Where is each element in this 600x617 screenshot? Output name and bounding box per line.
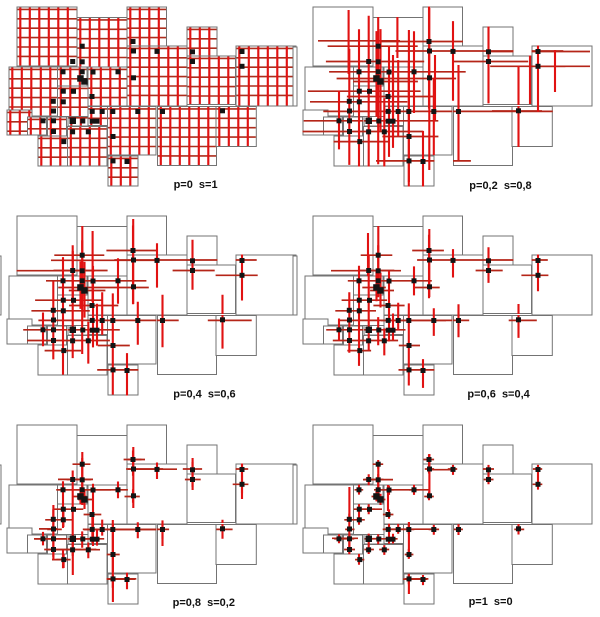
svg-text:p=0,6 s=0,4: p=0,6 s=0,4 — [467, 389, 530, 401]
svg-text:p=0,2 s=0,8: p=0,2 s=0,8 — [469, 180, 531, 192]
svg-text:p=0,8 s=0,2: p=0,8 s=0,2 — [173, 597, 235, 609]
svg-text:p=0,4 s=0,6: p=0,4 s=0,6 — [173, 389, 235, 401]
svg-text:p=0 s=1: p=0 s=1 — [174, 179, 218, 191]
svg-text:p=1 s=0: p=1 s=0 — [469, 596, 513, 608]
